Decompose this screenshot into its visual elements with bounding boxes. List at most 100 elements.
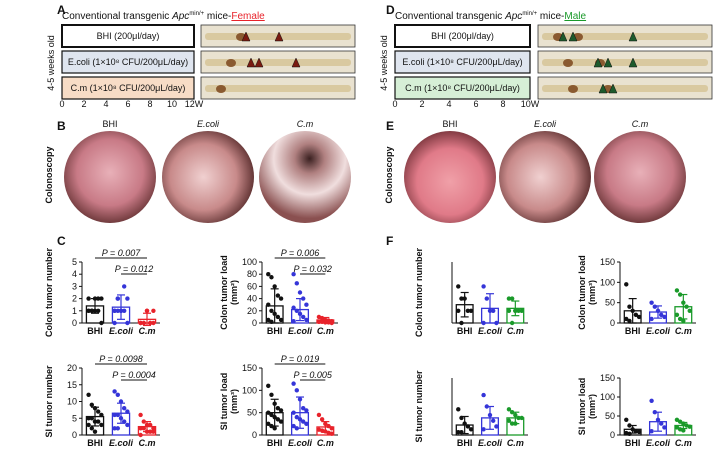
tumor-arrow [603, 57, 613, 68]
data-point [89, 426, 95, 431]
data-point [151, 320, 156, 326]
data-point [649, 398, 654, 403]
data-point [509, 320, 515, 326]
data-point [649, 316, 654, 322]
data-point [319, 315, 325, 321]
data-point [462, 421, 467, 426]
data-point [269, 392, 274, 397]
data-point [301, 296, 306, 301]
data-point [112, 320, 117, 326]
data-point [323, 421, 328, 427]
data-point [684, 304, 689, 309]
p-value: P = 0.0004 [112, 370, 155, 380]
data-point [506, 418, 512, 423]
data-point [272, 284, 277, 289]
data-point [481, 284, 486, 289]
timeline-tick: 2 [419, 99, 424, 109]
panel-label: C [57, 234, 66, 248]
data-point [125, 296, 130, 301]
group-box [61, 50, 195, 74]
data-point [92, 406, 98, 411]
title-part: Apc [504, 11, 522, 22]
data-point [112, 412, 117, 418]
data-point [465, 424, 471, 429]
data-point [112, 426, 117, 431]
y-tick-label: 2 [72, 294, 77, 304]
data-point [291, 410, 296, 415]
y-tick-label: 0 [610, 430, 615, 440]
data-point [506, 296, 512, 301]
y-tick-label: 0 [610, 318, 615, 328]
data-point [269, 423, 274, 429]
data-point [624, 282, 629, 287]
stool [216, 85, 226, 93]
data-point [459, 415, 464, 421]
data-point [269, 275, 274, 280]
data-point [141, 419, 146, 424]
data-point [266, 272, 271, 277]
data-point [115, 308, 121, 313]
image-label: C.m [297, 119, 314, 129]
data-point [681, 318, 686, 324]
tumor-arrow [568, 31, 578, 42]
title-part: Apc [171, 11, 189, 22]
p-value: P = 0.007 [102, 248, 141, 258]
data-point [96, 308, 101, 313]
x-tick-label: E.coli [478, 326, 503, 336]
data-point [297, 290, 303, 295]
data-point [652, 304, 657, 309]
y-tick-label: 150 [600, 373, 615, 383]
title-part: mice- [537, 11, 564, 22]
age-label: 4-5 weeks old [46, 35, 56, 91]
data-point [513, 412, 518, 418]
data-point [144, 308, 150, 313]
panel-label: A [57, 3, 66, 17]
y-tick-label: 50 [605, 411, 615, 421]
group-box [394, 50, 531, 74]
x-tick-label: BHI [457, 438, 473, 448]
data-point [316, 412, 322, 418]
data-point [513, 421, 518, 426]
colonoscopy-image [259, 131, 351, 223]
x-tick-label: BHI [87, 438, 103, 448]
data-point [519, 415, 524, 421]
tumor-arrow [628, 57, 638, 68]
data-point [138, 426, 143, 431]
timeline-tick: 0 [392, 99, 397, 109]
group-box [61, 24, 195, 48]
data-point [122, 284, 127, 289]
data-point [294, 281, 299, 286]
data-point [99, 296, 104, 301]
data-point [291, 272, 296, 277]
data-point [141, 320, 146, 326]
data-point [468, 308, 474, 313]
data-point [266, 421, 271, 427]
tumor-arrow [241, 31, 251, 42]
panel-title: Conventional transgenic Apcmin/+ mice-Ma… [395, 11, 587, 22]
title-part: mice- [204, 11, 231, 22]
colonoscopy-image [64, 131, 156, 223]
x-tick-label: C.m [138, 438, 155, 448]
data-point [112, 389, 117, 394]
group-label: BHI (200μl/day) [97, 31, 160, 41]
data-point [659, 421, 664, 426]
x-tick-label: C.m [507, 326, 524, 336]
data-point [294, 426, 299, 431]
data-point [481, 392, 486, 398]
data-point [456, 308, 461, 313]
y-tick-label: 3 [72, 281, 77, 291]
data-point [659, 312, 664, 318]
y-tick-label: 100 [242, 385, 257, 395]
data-point [278, 408, 284, 413]
data-point [624, 316, 629, 322]
panel-label: D [386, 3, 395, 17]
data-point [636, 429, 642, 435]
data-point [304, 408, 309, 413]
data-point [323, 320, 328, 325]
image-label: BHI [102, 119, 117, 129]
data-point [294, 388, 299, 393]
data-point [459, 296, 464, 301]
y-tick-label: 150 [242, 363, 257, 373]
x-tick-label: E.coli [109, 438, 134, 448]
